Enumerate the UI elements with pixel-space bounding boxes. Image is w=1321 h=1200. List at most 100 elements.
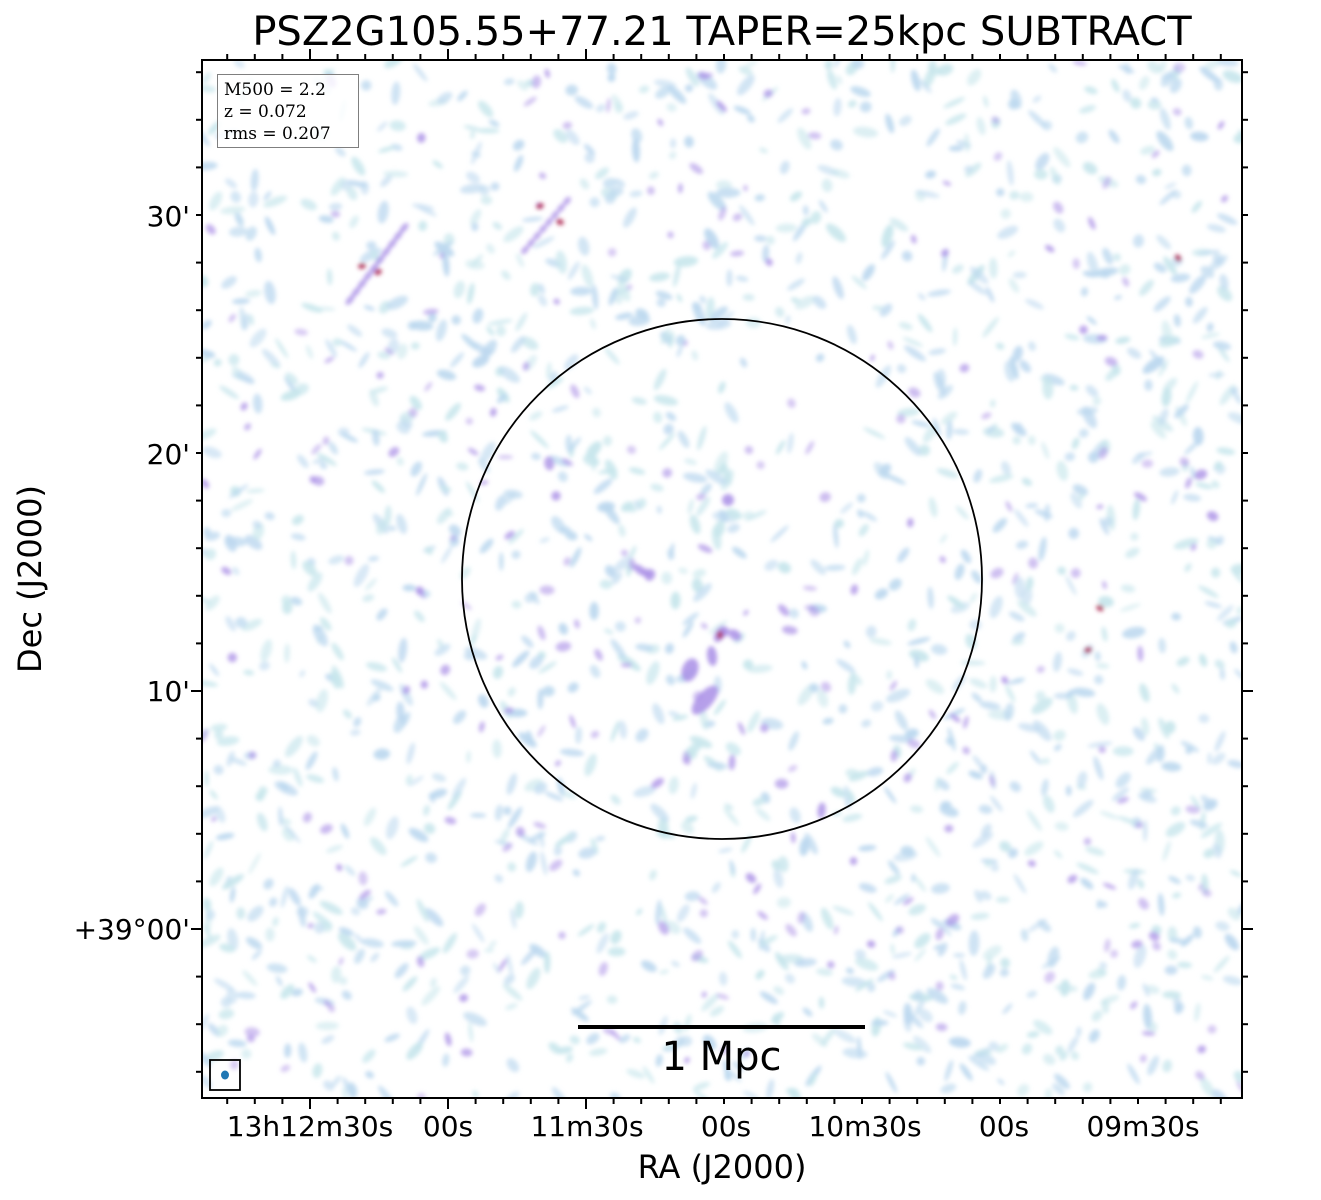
noise-blob: [1147, 60, 1162, 74]
noise-blob: [653, 368, 667, 391]
noise-blob: [954, 563, 965, 580]
noise-blob: [467, 282, 475, 305]
noise-blob: [684, 891, 700, 902]
noise-blob: [1093, 267, 1119, 278]
noise-blob: [1071, 687, 1096, 697]
noise-blob: [914, 999, 925, 1016]
noise-blob: [964, 133, 970, 153]
noise-blob: [754, 194, 765, 202]
noise-blob: [537, 688, 544, 710]
noise-blob: [841, 976, 868, 987]
noise-blob: [830, 139, 843, 151]
noise-blob: [1078, 493, 1085, 501]
noise-blob: [581, 264, 594, 288]
noise-blob: [447, 790, 462, 811]
noise-blob: [1165, 821, 1186, 837]
noise-blob: [1158, 717, 1170, 739]
emission-blob: [701, 991, 707, 998]
noise-blob: [713, 699, 726, 716]
noise-blob: [684, 136, 694, 148]
noise-blob: [521, 336, 539, 350]
noise-blob: [270, 362, 281, 369]
noise-blob: [376, 608, 388, 621]
noise-blob: [268, 764, 293, 775]
noise-blob: [332, 338, 342, 347]
emission-blob: [682, 340, 688, 347]
noise-blob: [1101, 626, 1108, 642]
noise-blob: [213, 978, 234, 991]
noise-blob: [1035, 690, 1046, 702]
noise-blob: [466, 750, 471, 764]
noise-blob: [711, 526, 722, 550]
noise-blob: [1019, 191, 1034, 203]
noise-blob: [384, 890, 399, 907]
noise-blob: [292, 514, 304, 526]
emission-blob: [928, 709, 937, 720]
noise-blob: [861, 511, 878, 522]
emission-blob: [849, 857, 858, 866]
noise-blob: [1083, 982, 1096, 1001]
noise-blob: [411, 203, 435, 211]
noise-blob: [213, 764, 224, 775]
emission-blob: [320, 824, 333, 834]
emission-blob: [538, 172, 547, 180]
noise-blob: [1171, 612, 1181, 621]
noise-blob: [1035, 152, 1050, 171]
noise-blob: [1080, 287, 1089, 297]
noise-blob: [416, 472, 428, 496]
emission-blob: [657, 118, 664, 126]
noise-blob: [661, 571, 673, 585]
emission-blob: [553, 298, 560, 305]
noise-blob: [312, 911, 333, 928]
emission-blob: [850, 584, 859, 595]
emission-blob: [221, 566, 232, 576]
emission-blob: [307, 923, 314, 929]
noise-blob: [705, 319, 732, 330]
noise-blob: [470, 141, 482, 165]
emission-blob: [574, 619, 580, 629]
noise-blob: [590, 838, 599, 855]
emission-blob: [570, 384, 580, 399]
noise-blob: [870, 700, 884, 712]
noise-blob: [263, 191, 272, 201]
emission-blob: [489, 407, 497, 417]
emission-blob: [720, 1046, 729, 1055]
emission-blob: [1072, 60, 1087, 66]
noise-blob: [1079, 105, 1096, 114]
emission-blob: [907, 738, 921, 749]
noise-blob: [402, 976, 418, 992]
noise-blob: [621, 655, 641, 672]
emission-blob: [495, 654, 504, 661]
noise-blob: [718, 381, 726, 394]
noise-blob: [577, 924, 595, 937]
noise-blob: [824, 564, 846, 571]
noise-blob: [866, 767, 884, 777]
emission-blob: [902, 897, 914, 906]
noise-blob: [204, 770, 209, 787]
noise-blob: [692, 568, 707, 578]
noise-blob: [1190, 131, 1209, 142]
noise-blob: [247, 905, 264, 922]
noise-blob: [773, 986, 785, 995]
noise-blob: [1096, 663, 1110, 669]
noise-blob: [700, 483, 712, 496]
noise-blob: [486, 326, 495, 336]
noise-blob: [1054, 1073, 1070, 1089]
noise-blob: [592, 407, 601, 418]
noise-blob: [332, 767, 339, 782]
noise-blob: [344, 864, 356, 876]
noise-blob: [904, 728, 919, 739]
noise-blob: [556, 1046, 573, 1054]
noise-blob: [205, 909, 216, 921]
noise-blob: [1076, 1026, 1082, 1037]
noise-blob: [470, 813, 487, 818]
noise-blob: [1184, 440, 1200, 455]
noise-blob: [910, 805, 924, 813]
noise-blob: [1053, 218, 1066, 233]
noise-blob: [960, 549, 972, 564]
noise-blob: [981, 823, 992, 838]
streak-blob: [545, 217, 553, 227]
noise-blob: [830, 786, 846, 798]
noise-blob: [319, 900, 343, 915]
noise-blob: [858, 845, 877, 852]
